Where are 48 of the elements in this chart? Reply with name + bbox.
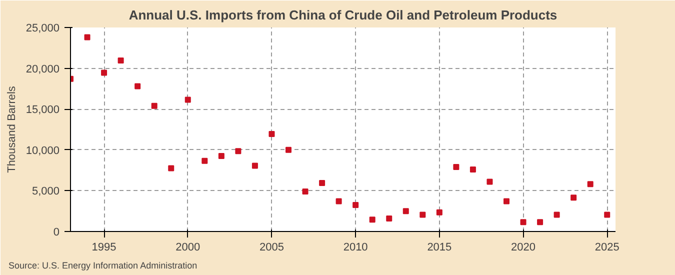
- point: [386, 215, 392, 222]
- x-tick-label: 2005: [259, 242, 284, 254]
- point: [235, 148, 242, 154]
- point: [486, 178, 493, 185]
- point: [369, 216, 376, 223]
- point: [101, 70, 108, 76]
- y-tick-label: 0: [53, 226, 60, 238]
- point: [184, 96, 191, 103]
- point: [402, 208, 409, 214]
- point: [202, 158, 208, 164]
- point: [504, 198, 510, 204]
- point: [537, 219, 544, 226]
- x-tick-label: 2010: [343, 242, 368, 254]
- point: [420, 212, 426, 218]
- point: [84, 34, 90, 40]
- point: [352, 202, 359, 208]
- point: [570, 194, 577, 201]
- y-tick-label: 25,000: [26, 22, 60, 34]
- x-tick-label: 2020: [511, 242, 536, 254]
- x-tick-label: 2025: [594, 242, 620, 254]
- y-tick-label: 10,000: [26, 144, 60, 157]
- point: [436, 209, 442, 216]
- point: [470, 166, 476, 172]
- point: [118, 58, 124, 64]
- y-axis-title: Thousand Barrels: [6, 86, 18, 173]
- point: [218, 153, 224, 160]
- point: [604, 212, 610, 218]
- point: [319, 180, 326, 186]
- point: [168, 165, 174, 172]
- point: [134, 83, 141, 90]
- point: [453, 164, 460, 170]
- chart-title: Annual U.S. Imports from China of Crude Oil and Petroleum Products: [128, 8, 558, 22]
- y-tick-label: 5,000: [32, 186, 60, 198]
- x-tick-label: 2015: [427, 242, 452, 254]
- y-tick-label: 15,000: [26, 104, 60, 116]
- x-tick-label: 1995: [92, 242, 116, 254]
- x-tick-label: 2000: [176, 242, 200, 254]
- point: [554, 212, 560, 218]
- point: [302, 188, 308, 195]
- point: [268, 130, 275, 137]
- point: [151, 102, 158, 109]
- point: [587, 181, 594, 188]
- point: [286, 146, 292, 153]
- y-tick-label: 20,000: [26, 63, 60, 76]
- point: [252, 162, 258, 169]
- point: [336, 198, 342, 204]
- source-note: Source: U.S. Energy Information Administration: [8, 260, 198, 270]
- point: [520, 219, 526, 226]
